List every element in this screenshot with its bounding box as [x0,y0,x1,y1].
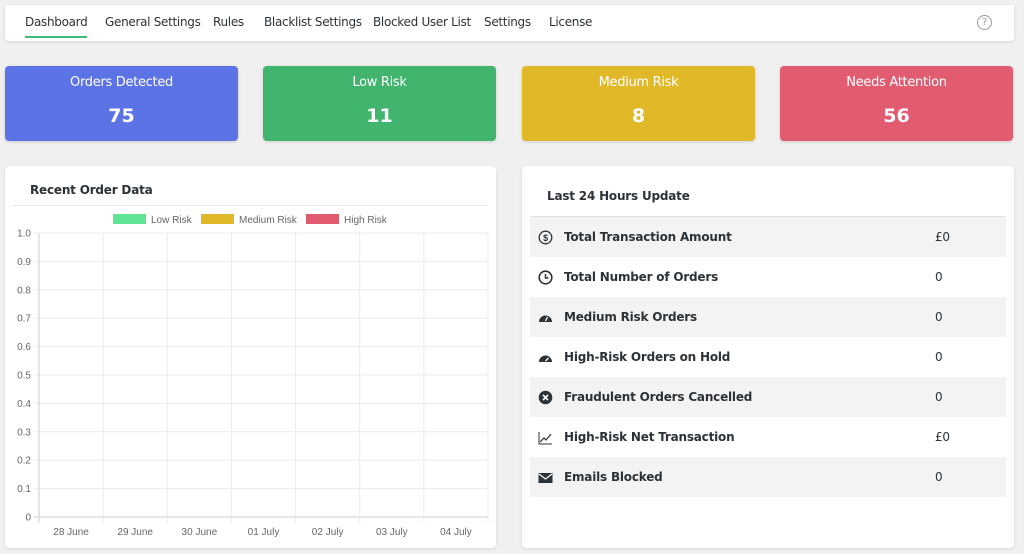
update-row: High-Risk Net Transaction £0 [530,417,1006,457]
update-row: Fraudulent Orders Cancelled 0 [530,377,1006,417]
divider [13,205,488,206]
tab-rules[interactable]: Rules [213,15,244,29]
y-tick-label: 0.1 [17,484,31,495]
tab-dashboard[interactable]: Dashboard [25,15,88,38]
card-value: 11 [366,105,393,127]
x-tick-label: 01 July [248,527,280,538]
card-title: Low Risk [352,75,407,90]
legend-label: Low Risk [151,215,193,226]
card-title: Medium Risk [598,75,679,90]
card-title: Orders Detected [70,75,173,90]
update-row: High-Risk Orders on Hold 0 [530,337,1006,377]
clock-icon [538,270,553,285]
y-tick-label: 0.6 [17,342,31,353]
row-label: High-Risk Net Transaction [564,430,735,444]
row-label: Emails Blocked [564,470,663,484]
y-tick-label: 0.9 [17,257,31,268]
legend-label: Medium Risk [239,215,298,226]
x-tick-label: 02 July [312,527,344,538]
row-value: 0 [935,270,943,284]
y-tick-label: 1.0 [17,229,31,240]
y-tick-label: 0.8 [17,285,31,296]
tab-blocked-user-list[interactable]: Blocked User List [373,15,471,29]
svg-text:$: $ [543,233,548,243]
legend-label: High Risk [344,215,388,226]
recent-order-chart: 0 0.1 0.2 0.3 0.4 0.5 0.6 0.7 0.8 0.9 1.0 28 June 29… [17,214,489,538]
row-value: £0 [935,430,950,444]
y-tick-label: 0.4 [17,399,31,410]
x-tick-label: 03 July [376,527,408,538]
card-orders-detected: Orders Detected 75 [5,66,238,141]
dollar-circle-icon: $ [538,230,553,245]
x-tick-label: 29 June [117,527,153,538]
card-title: Needs Attention [846,75,947,90]
row-label: Total Transaction Amount [564,230,732,244]
legend-swatch [306,214,339,224]
x-tick-label: 04 July [440,527,472,538]
row-label: Total Number of Orders [564,270,719,284]
gauge-high-icon [539,355,552,362]
y-tick-label: 0 [25,513,31,524]
recent-order-panel: Recent Order Data 0 0.1 0.2 0.3 0.4 0.5 0.6 0.7… [5,166,496,548]
row-label: High-Risk Orders on Hold [564,350,731,364]
update-row: Medium Risk Orders 0 [530,297,1006,337]
row-label: Medium Risk Orders [564,310,697,324]
row-value: 0 [935,390,943,404]
y-tick-label: 0.7 [17,314,31,325]
last-24-hours-panel: Last 24 Hours Update $ Total Transaction … [522,166,1014,548]
y-tick-label: 0.2 [17,456,31,467]
row-value: 0 [935,470,943,484]
help-icon[interactable]: ? [977,15,992,30]
divider [530,216,1006,217]
card-value: 75 [108,105,135,127]
row-value: 0 [935,310,943,324]
update-row: Total Number of Orders 0 [530,257,1006,297]
tab-license[interactable]: License [549,15,593,29]
top-navigation: Dashboard General Settings Rules Blackli… [5,5,1014,41]
x-tick-label: 30 June [182,527,218,538]
card-value: 8 [631,105,646,127]
legend-swatch [201,214,234,224]
update-row: $ Total Transaction Amount £0 [530,217,1006,257]
envelope-icon [538,473,553,483]
gauge-icon [539,315,552,322]
panel-title: Last 24 Hours Update [547,189,690,203]
tab-general-settings[interactable]: General Settings [105,15,201,29]
y-tick-label: 0.5 [17,371,31,382]
row-value: £0 [935,230,950,244]
card-medium-risk: Medium Risk 8 [522,66,755,141]
panel-title: Recent Order Data [30,183,153,197]
chart-line-icon [538,432,552,445]
legend-swatch [113,214,146,224]
row-label: Fraudulent Orders Cancelled [564,390,753,404]
tab-blacklist-settings[interactable]: Blacklist Settings [264,15,362,29]
tab-settings[interactable]: Settings [484,15,531,29]
times-circle-icon [538,390,553,405]
update-row: Emails Blocked 0 [530,457,1006,497]
row-value: 0 [935,350,943,364]
y-tick-label: 0.3 [17,427,31,438]
card-needs-attention: Needs Attention 56 [780,66,1013,141]
card-value: 56 [883,105,910,127]
x-tick-label: 28 June [53,527,89,538]
card-low-risk: Low Risk 11 [263,66,496,141]
